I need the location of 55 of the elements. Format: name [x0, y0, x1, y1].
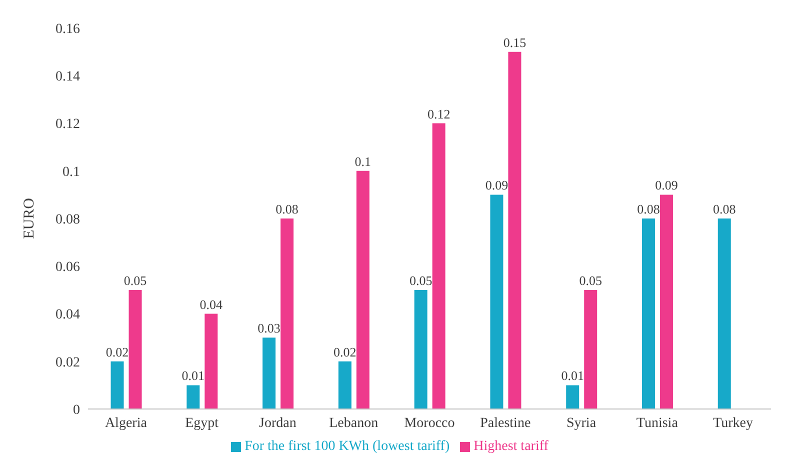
- data-label: 0.09: [485, 178, 508, 193]
- data-label: 0.08: [713, 202, 736, 216]
- x-tick-label: Algeria: [104, 416, 148, 431]
- bar: [262, 338, 276, 409]
- y-tick-label: 0.14: [56, 70, 80, 85]
- data-label: 0.05: [409, 272, 432, 288]
- data-label: 0.02: [106, 344, 129, 360]
- x-tick-label: Turkey: [713, 416, 754, 431]
- y-tick-label: 0.08: [56, 212, 80, 228]
- data-label: 0.05: [124, 272, 147, 288]
- data-label: 0.05: [579, 272, 602, 288]
- bar: [110, 361, 124, 409]
- data-label: 0.01: [561, 368, 584, 384]
- bar: [660, 194, 673, 409]
- x-tick-label: Tunisia: [636, 416, 679, 431]
- y-tick-label: 0.06: [56, 260, 80, 276]
- y-tick-label: 0: [73, 402, 80, 418]
- bar: [490, 194, 504, 409]
- bar: [718, 218, 731, 409]
- bar: [566, 385, 580, 409]
- y-tick-label: 0.04: [56, 308, 80, 323]
- bar: [280, 218, 294, 409]
- bar: [338, 361, 352, 409]
- y-axis-title: EURO: [21, 198, 38, 239]
- y-tick-label: 0.16: [56, 22, 80, 37]
- x-tick-label: Egypt: [185, 416, 219, 431]
- data-label: 0.08: [637, 202, 660, 216]
- data-label: 0.1: [354, 154, 372, 169]
- x-tick-label: Syria: [566, 416, 597, 431]
- bar: [414, 290, 428, 409]
- bar: [356, 170, 370, 409]
- legend-label: Highest tariff: [474, 439, 548, 454]
- data-label: 0.09: [655, 178, 678, 193]
- bar: [204, 314, 218, 409]
- data-label: 0.12: [427, 106, 450, 122]
- bar: [508, 52, 522, 409]
- bar: [432, 123, 446, 409]
- data-label: 0.08: [276, 202, 298, 216]
- bar: [642, 218, 655, 409]
- bar: [584, 290, 598, 409]
- x-tick-label: Palestine: [480, 416, 531, 431]
- data-label: 0.01: [182, 368, 205, 384]
- data-label: 0.02: [334, 344, 356, 360]
- legend-label: For the first 100 KWh (lowest tariff): [244, 439, 450, 454]
- data-label: 0.04: [200, 296, 224, 312]
- x-tick-label: Lebanon: [329, 416, 378, 431]
- bar: [186, 385, 200, 409]
- y-tick-label: 0.12: [56, 117, 80, 132]
- y-tick-label: 0.1: [62, 164, 80, 180]
- bar: [128, 290, 142, 409]
- x-tick-label: Jordan: [259, 416, 296, 431]
- y-tick-label: 0.02: [56, 355, 80, 370]
- data-label: 0.03: [258, 320, 280, 336]
- data-label: 0.15: [503, 34, 526, 50]
- x-tick-label: Morocco: [404, 416, 455, 431]
